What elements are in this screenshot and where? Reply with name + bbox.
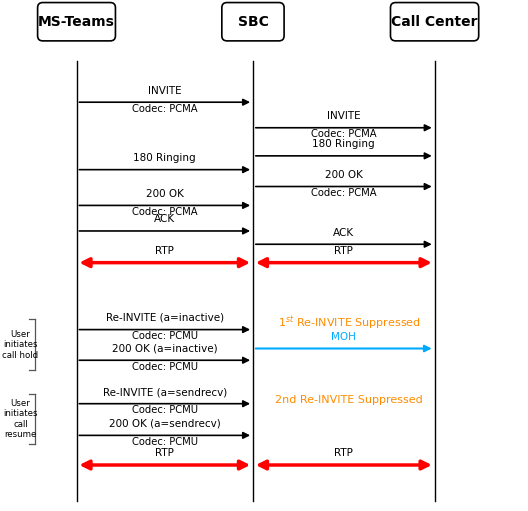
Text: 200 OK (a=sendrecv): 200 OK (a=sendrecv) [109, 419, 221, 429]
Text: Codec: PCMU: Codec: PCMU [131, 405, 198, 415]
Text: Re-INVITE (a=inactive): Re-INVITE (a=inactive) [106, 313, 224, 323]
Text: Codec: PCMU: Codec: PCMU [131, 362, 198, 372]
Text: Codec: PCMA: Codec: PCMA [132, 104, 197, 114]
Text: RTP: RTP [155, 246, 174, 256]
Text: 200 OK (a=inactive): 200 OK (a=inactive) [112, 343, 218, 354]
Text: RTP: RTP [334, 448, 353, 458]
Text: Codec: PCMA: Codec: PCMA [132, 207, 197, 217]
Text: 200 OK: 200 OK [146, 189, 184, 199]
Text: ACK: ACK [333, 227, 354, 238]
Text: Codec: PCMU: Codec: PCMU [131, 331, 198, 341]
Text: Re-INVITE (a=sendrecv): Re-INVITE (a=sendrecv) [102, 387, 227, 397]
Text: 180 Ringing: 180 Ringing [313, 139, 375, 149]
Text: RTP: RTP [155, 448, 174, 458]
Text: MOH: MOH [332, 332, 356, 342]
Text: User
initiates
call hold: User initiates call hold [3, 330, 39, 360]
Text: INVITE: INVITE [148, 85, 182, 96]
Text: ACK: ACK [154, 214, 175, 224]
Text: MS-Teams: MS-Teams [38, 15, 115, 29]
Text: SBC: SBC [238, 15, 268, 29]
Text: 200 OK: 200 OK [325, 170, 363, 180]
Text: $1^{st}$ Re-INVITE Suppressed: $1^{st}$ Re-INVITE Suppressed [278, 314, 420, 332]
Text: Codec: PCMA: Codec: PCMA [311, 188, 376, 198]
Text: 180 Ringing: 180 Ringing [134, 153, 196, 163]
FancyBboxPatch shape [37, 3, 116, 41]
Text: RTP: RTP [334, 246, 353, 256]
Text: INVITE: INVITE [327, 111, 361, 121]
Text: Codec: PCMU: Codec: PCMU [131, 437, 198, 447]
FancyBboxPatch shape [222, 3, 284, 41]
FancyBboxPatch shape [391, 3, 479, 41]
Text: User
initiates
call
resume: User initiates call resume [3, 399, 37, 439]
Text: 2nd Re-INVITE Suppressed: 2nd Re-INVITE Suppressed [275, 394, 423, 405]
Text: Call Center: Call Center [391, 15, 478, 29]
Text: Codec: PCMA: Codec: PCMA [311, 129, 376, 140]
